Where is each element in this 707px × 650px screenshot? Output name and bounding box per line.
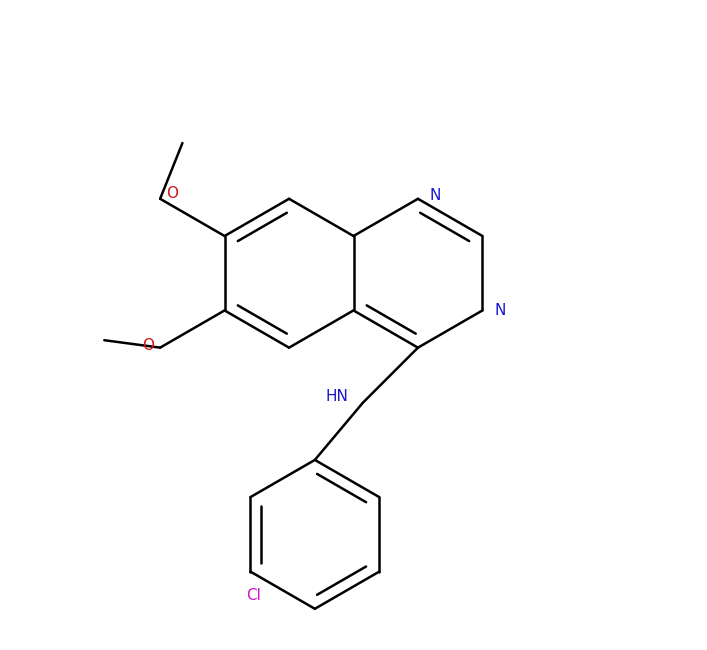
- Text: N: N: [430, 188, 441, 203]
- Text: N: N: [494, 303, 506, 318]
- Text: HN: HN: [326, 389, 349, 404]
- Text: O: O: [167, 186, 179, 201]
- Text: O: O: [141, 337, 153, 352]
- Text: Cl: Cl: [246, 588, 261, 603]
